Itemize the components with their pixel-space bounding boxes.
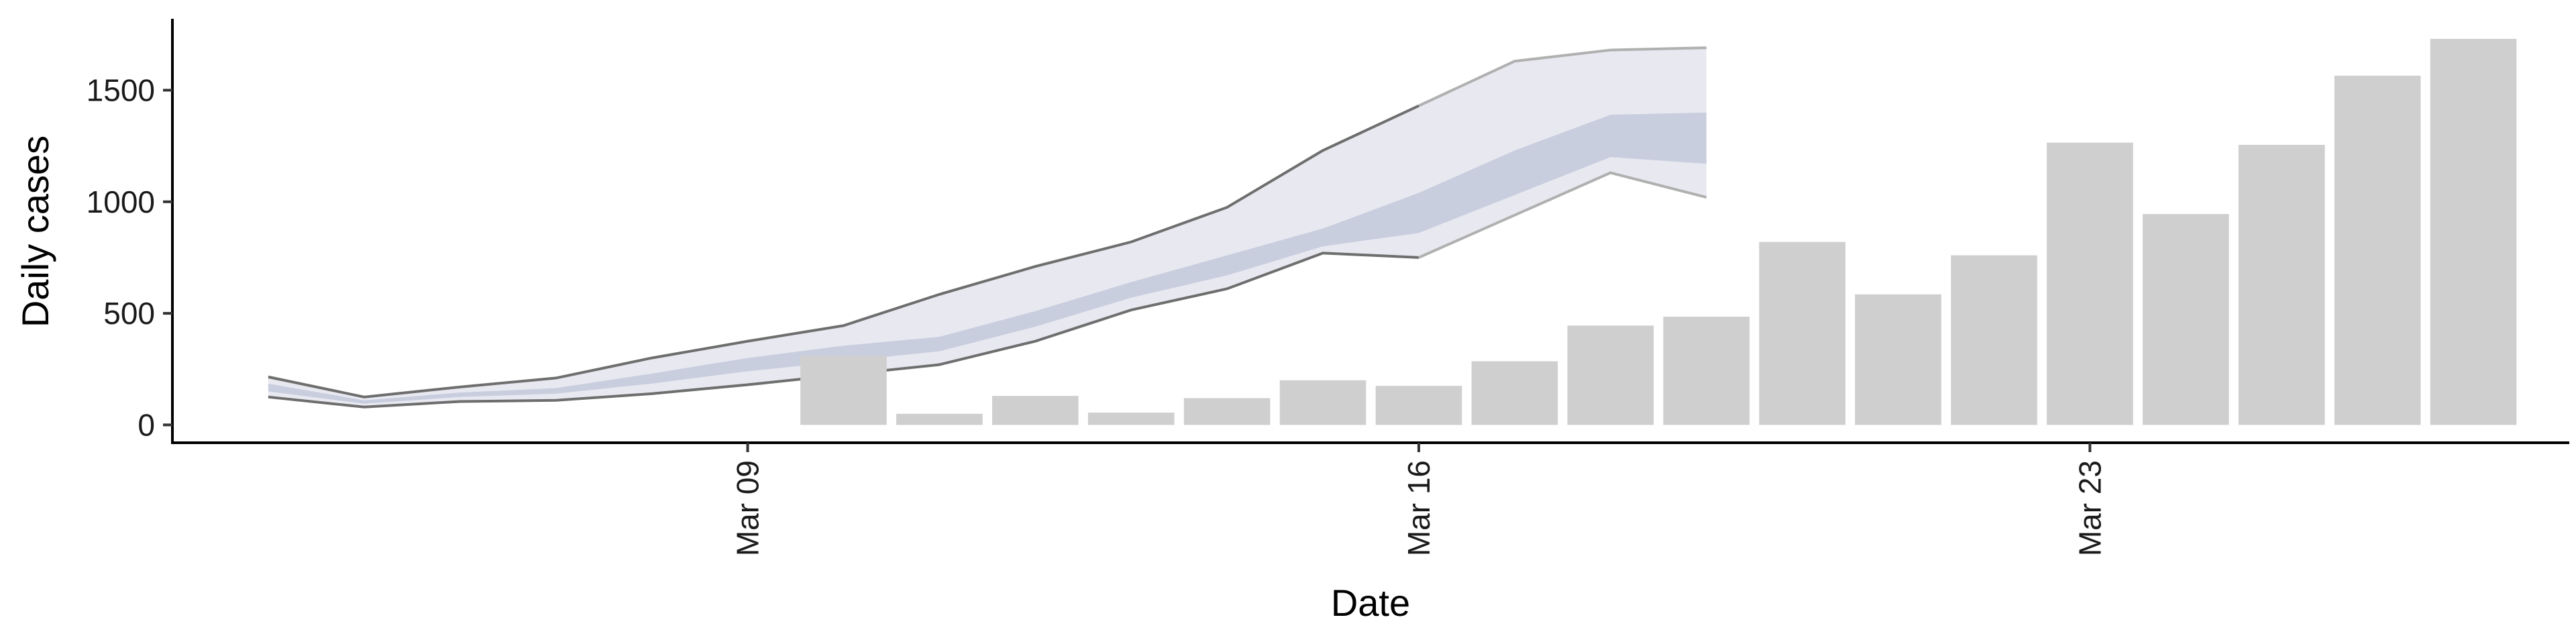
x-axis-title: Date (1331, 582, 1410, 624)
bar (1663, 317, 1750, 425)
bar (1759, 241, 1845, 425)
x-tick-label: Mar 09 (731, 460, 765, 556)
y-tick-label: 1000 (87, 184, 155, 219)
bar (800, 356, 887, 425)
bar (2143, 214, 2229, 425)
forecast-lower-line-end (1418, 171, 1707, 259)
y-ticks: 0 500 1000 1500 (87, 72, 172, 442)
bar (1567, 325, 1654, 425)
y-tick-label: 1500 (87, 72, 155, 107)
bar (1951, 255, 2037, 425)
bar (1471, 361, 1558, 425)
x-tick-label: Mar 16 (1401, 460, 1436, 556)
bar (1279, 380, 1366, 425)
bar (1855, 294, 1941, 425)
bar (1087, 413, 1175, 425)
y-axis-title: Daily cases (14, 136, 56, 327)
forecast-layer (268, 46, 1707, 409)
bar (896, 413, 983, 425)
bar (2430, 38, 2517, 425)
x-tick-label: Mar 23 (2072, 460, 2107, 556)
bar (2047, 142, 2133, 425)
y-tick-label: 0 (138, 407, 155, 442)
forecast-upper-line (268, 104, 1419, 398)
bar (2238, 144, 2325, 425)
bar (2334, 75, 2421, 425)
forecast-upper-line-end (1418, 46, 1707, 107)
y-tick-label: 500 (103, 296, 155, 331)
bar (1375, 386, 1462, 425)
bar (991, 396, 1079, 425)
bars-layer (800, 38, 2517, 425)
x-ticks: Mar 09 Mar 16 Mar 23 (731, 443, 2107, 556)
bar (1183, 398, 1271, 425)
forecast-inner-band (268, 112, 1707, 404)
